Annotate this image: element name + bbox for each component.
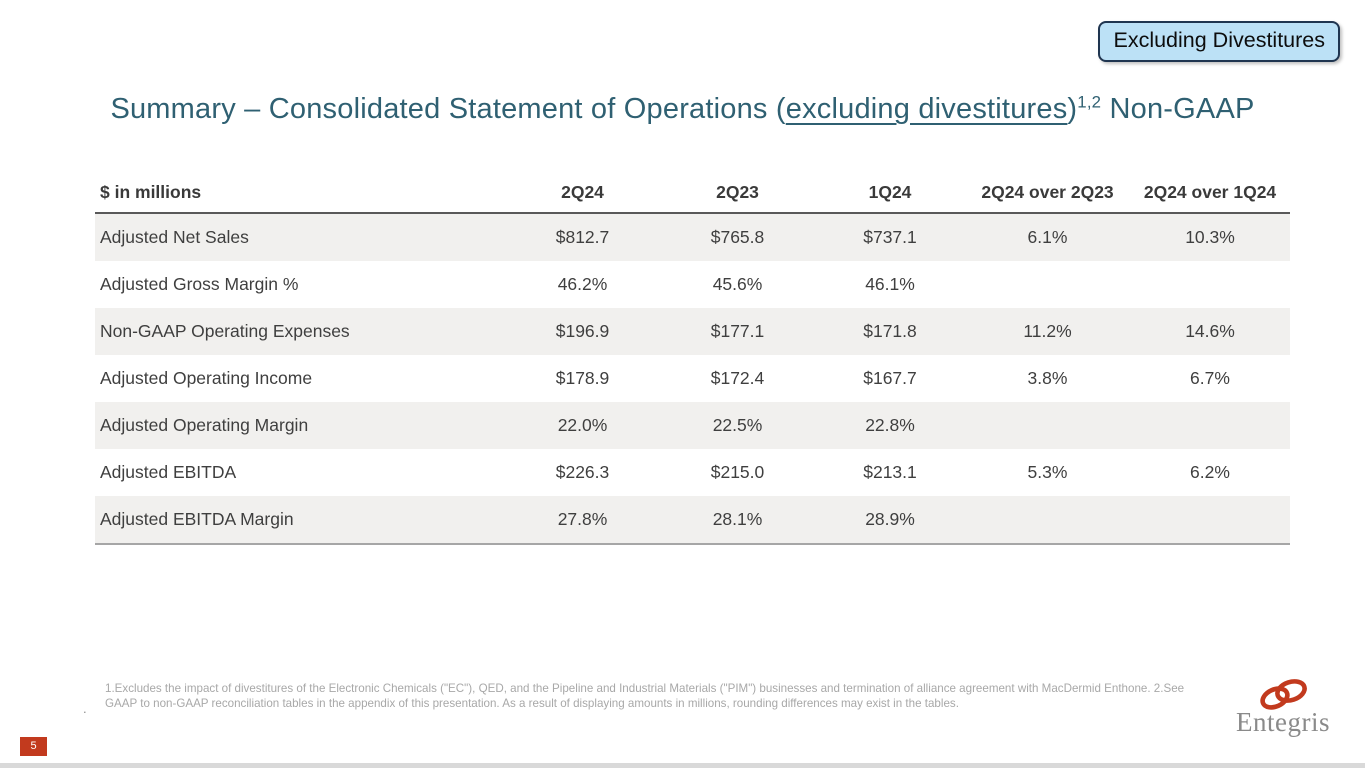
cell [965, 496, 1130, 545]
cell: 11.2% [1023, 321, 1072, 341]
cell: $765.8 [710, 227, 765, 247]
cell: $167.7 [863, 368, 917, 388]
page-number-badge: 5 [20, 737, 47, 756]
cell [965, 261, 1130, 308]
cell [965, 402, 1130, 449]
slide-title: Summary – Consolidated Statement of Oper… [0, 93, 1365, 126]
entegris-logo: Entegris [1227, 676, 1339, 738]
table-row: Adjusted Net Sales $812.7 $765.8 $737.1 … [95, 213, 1290, 261]
cell [1130, 496, 1290, 545]
cell: $177.1 [710, 321, 765, 341]
cell: $172.4 [710, 368, 765, 388]
cell: 28.9% [815, 496, 965, 545]
row-label: Non-GAAP Operating Expenses [100, 321, 350, 341]
col-header-2q24-over-1q24: 2Q24 over 1Q24 [1130, 179, 1290, 214]
cell: $812.7 [555, 227, 610, 247]
title-prefix: Summary – Consolidated Statement of Oper… [110, 93, 786, 125]
entegris-wordmark: Entegris [1236, 707, 1330, 737]
col-header-2q24: 2Q24 [505, 179, 660, 214]
cell: $737.1 [863, 227, 917, 247]
cell: $196.9 [555, 321, 610, 341]
footnote: 1.Excludes the impact of divestitures of… [105, 682, 1185, 710]
table-row: Adjusted Operating Margin 22.0% 22.5% 22… [95, 402, 1290, 449]
title-underlined-phrase: excluding divestitures [785, 93, 1068, 125]
row-label: Adjusted Net Sales [100, 227, 249, 247]
row-label: Adjusted EBITDA Margin [95, 496, 505, 545]
cell: 3.8% [1027, 368, 1068, 388]
cell: 45.6% [712, 274, 763, 294]
title-footnote-superscript: 1,2 [1077, 92, 1102, 112]
cell: $171.8 [863, 321, 917, 341]
title-close-paren: ) [1067, 93, 1078, 125]
cell: 28.1% [660, 496, 815, 545]
table-row: Adjusted Gross Margin % 46.2% 45.6% 46.1… [95, 261, 1290, 308]
table-row: Non-GAAP Operating Expenses $196.9 $177.… [95, 308, 1290, 355]
cell: 14.6% [1185, 321, 1235, 341]
row-label: Adjusted EBITDA [100, 462, 237, 482]
entegris-swirl-icon [1260, 679, 1307, 710]
cell: 6.2% [1190, 462, 1230, 482]
table-row: Adjusted EBITDA Margin 27.8% 28.1% 28.9% [95, 496, 1290, 545]
cell: 27.8% [505, 496, 660, 545]
cell [1130, 402, 1290, 449]
cell: 6.1% [1027, 227, 1068, 247]
cell: 46.1% [865, 274, 915, 294]
excluding-divestitures-badge: Excluding Divestitures [1098, 21, 1340, 62]
col-header-2q23: 2Q23 [660, 179, 815, 214]
col-header-1q24: 1Q24 [815, 179, 965, 214]
cell: 22.5% [712, 415, 763, 435]
cell: $215.0 [710, 462, 765, 482]
cell: $213.1 [863, 462, 917, 482]
table-row: Adjusted Operating Income $178.9 $172.4 … [95, 355, 1290, 402]
cell: $178.9 [555, 368, 610, 388]
row-label: Adjusted Operating Income [100, 368, 313, 388]
stray-dot: . [83, 701, 87, 716]
col-header-2q24-over-2q23: 2Q24 over 2Q23 [965, 179, 1130, 214]
cell: 5.3% [1027, 462, 1068, 482]
bottom-bar [0, 763, 1365, 768]
row-label: Adjusted Operating Margin [100, 415, 309, 435]
table-header-row: $ in millions 2Q24 2Q23 1Q24 2Q24 over 2… [95, 179, 1290, 214]
cell [1130, 261, 1290, 308]
cell: 6.7% [1190, 368, 1230, 388]
financial-summary-table: $ in millions 2Q24 2Q23 1Q24 2Q24 over 2… [95, 179, 1290, 545]
title-suffix: Non-GAAP [1101, 93, 1255, 125]
cell: 10.3% [1185, 227, 1235, 247]
table-row: Adjusted EBITDA $226.3 $215.0 $213.1 5.3… [95, 449, 1290, 496]
cell: 46.2% [557, 274, 608, 294]
row-label: Adjusted Gross Margin % [100, 274, 299, 294]
cell: 22.0% [557, 415, 608, 435]
cell: 22.8% [865, 415, 915, 435]
col-header-metric: $ in millions [95, 179, 505, 214]
cell: $226.3 [555, 462, 610, 482]
